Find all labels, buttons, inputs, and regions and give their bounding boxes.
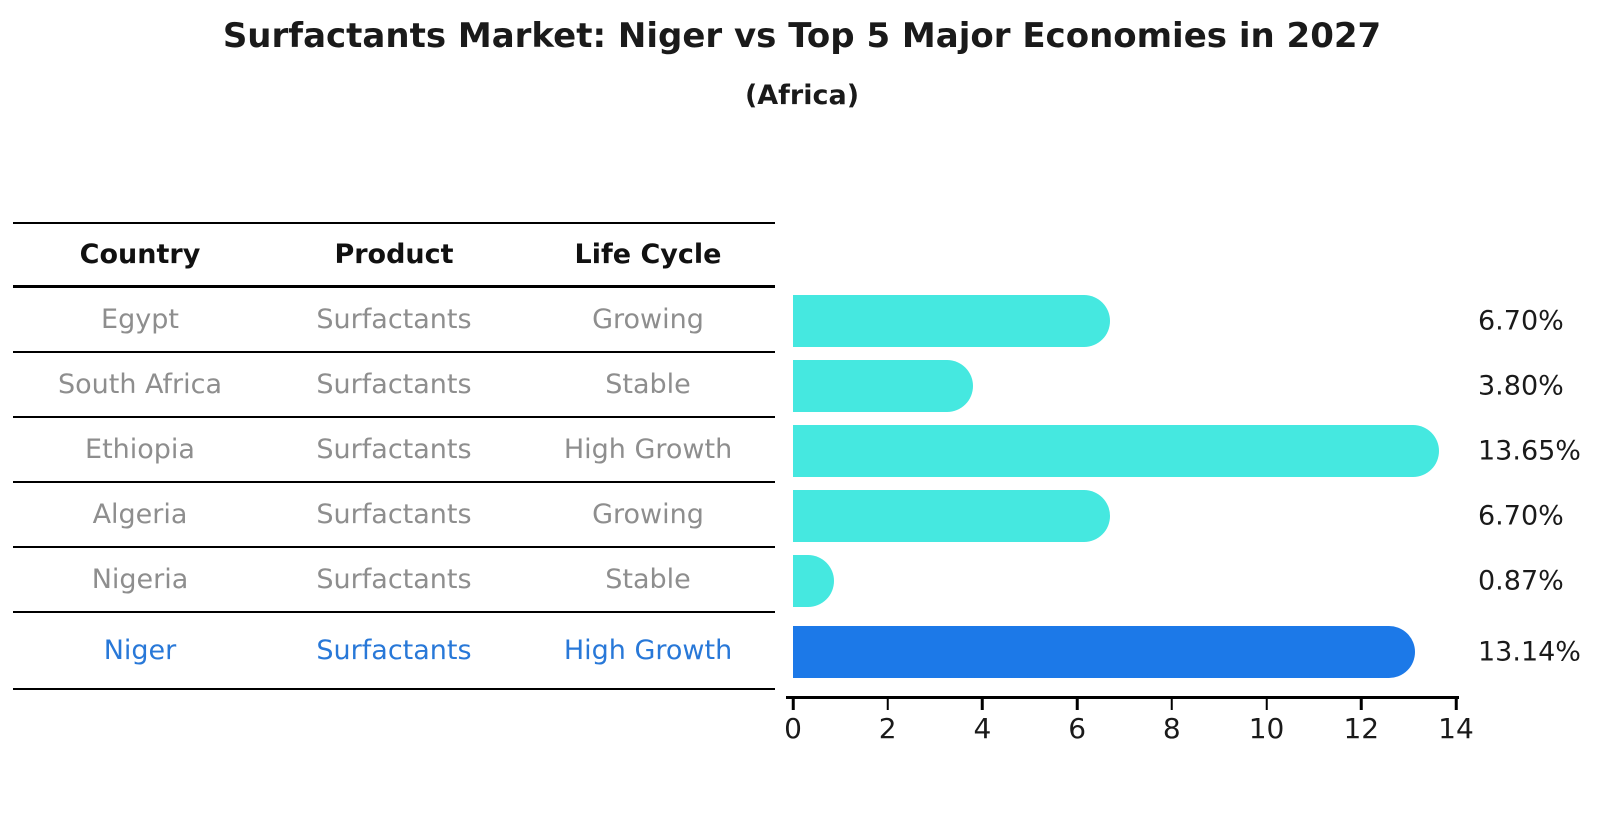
bar-south-africa bbox=[793, 359, 973, 412]
table-cell-product: Surfactants bbox=[316, 434, 472, 465]
table-cell-life-cycle: Growing bbox=[592, 304, 704, 335]
table-body: Egypt Surfactants Growing South Africa Surfa… bbox=[13, 288, 775, 690]
table-cell-product: Surfactants bbox=[316, 304, 472, 335]
table-cell-country: Niger bbox=[103, 635, 177, 666]
table-row-south-africa: South Africa Surfactants Stable bbox=[13, 353, 775, 418]
x-tick-mark-6 bbox=[1075, 696, 1079, 710]
table-row-ethiopia: Ethiopia Surfactants High Growth bbox=[13, 418, 775, 483]
table-row-niger: Niger Surfactants High Growth bbox=[13, 613, 775, 690]
table-cell-life-cycle: Stable bbox=[605, 564, 691, 595]
x-tick-mark-12 bbox=[1360, 696, 1363, 710]
table-row-egypt: Egypt Surfactants Growing bbox=[13, 288, 775, 353]
table-row-algeria: Algeria Surfactants Growing bbox=[13, 483, 775, 548]
table-cell-life-cycle: Growing bbox=[592, 499, 704, 530]
table-header-row: Country Product Life Cycle bbox=[13, 222, 775, 288]
x-tick-mark-4 bbox=[981, 696, 984, 710]
table-cell-life-cycle: High Growth bbox=[563, 434, 733, 465]
table-cell-country: South Africa bbox=[57, 369, 223, 400]
x-tick-mark-14 bbox=[1454, 696, 1458, 710]
bar-ethiopia bbox=[793, 424, 1440, 477]
table-row-nigeria: Nigeria Surfactants Stable bbox=[13, 548, 775, 613]
table-cell-product: Surfactants bbox=[316, 635, 472, 666]
x-tick-label-6: 6 bbox=[1068, 712, 1087, 745]
x-tick-mark-2 bbox=[886, 696, 889, 710]
x-tick-mark-8 bbox=[1170, 696, 1174, 710]
table-cell-product: Surfactants bbox=[316, 499, 472, 530]
bar-algeria bbox=[793, 489, 1111, 542]
x-tick-label-4: 4 bbox=[973, 712, 992, 745]
country-table: Country Product Life Cycle Egypt Surfacta… bbox=[13, 222, 775, 690]
table-cell-country: Algeria bbox=[92, 499, 188, 530]
column-header-product: Product bbox=[334, 239, 454, 270]
x-tick-mark-10 bbox=[1265, 696, 1268, 710]
x-tick-label-10: 10 bbox=[1248, 712, 1285, 745]
value-label-algeria: 6.70% bbox=[1478, 500, 1564, 531]
bar-nigeria bbox=[793, 554, 835, 607]
chart-subtitle: (Africa) bbox=[744, 80, 860, 111]
value-label-niger: 13.14% bbox=[1478, 636, 1581, 667]
x-tick-label-14: 14 bbox=[1438, 712, 1474, 745]
x-tick-label-2: 2 bbox=[878, 712, 897, 745]
table-cell-product: Surfactants bbox=[316, 564, 472, 595]
table-cell-product: Surfactants bbox=[316, 369, 472, 400]
x-tick-label-0: 0 bbox=[784, 712, 802, 745]
chart-title: Surfactants Market: Niger vs Top 5 Major… bbox=[222, 16, 1382, 56]
x-tick-label-12: 12 bbox=[1343, 712, 1380, 745]
table-cell-country: Nigeria bbox=[91, 564, 189, 595]
bar-niger bbox=[793, 625, 1416, 678]
table-cell-country: Ethiopia bbox=[85, 434, 195, 465]
value-label-egypt: 6.70% bbox=[1478, 305, 1564, 336]
x-axis-line bbox=[786, 696, 1459, 699]
table-cell-life-cycle: Stable bbox=[605, 369, 691, 400]
value-label-ethiopia: 13.65% bbox=[1478, 435, 1581, 466]
table-cell-life-cycle: High Growth bbox=[563, 635, 733, 666]
value-label-nigeria: 0.87% bbox=[1478, 565, 1564, 596]
column-header-life-cycle: Life Cycle bbox=[574, 239, 722, 270]
bar-egypt bbox=[793, 294, 1111, 347]
value-label-south-africa: 3.80% bbox=[1478, 370, 1564, 401]
column-header-country: Country bbox=[79, 239, 201, 270]
x-tick-label-8: 8 bbox=[1162, 712, 1181, 745]
x-tick-mark-0 bbox=[791, 696, 795, 710]
table-cell-country: Egypt bbox=[101, 304, 179, 335]
